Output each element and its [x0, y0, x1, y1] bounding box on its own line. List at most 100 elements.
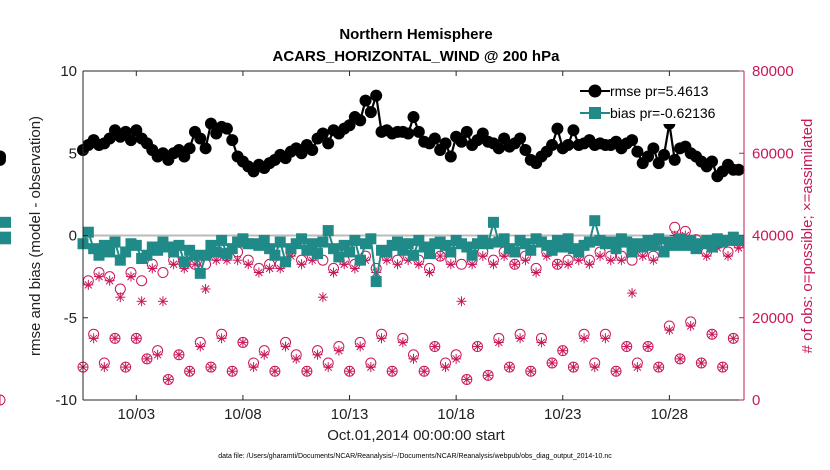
- rmse-point: [551, 122, 564, 135]
- obs-assimilated-stroke: [649, 256, 658, 265]
- bias-point: [322, 225, 334, 237]
- obs-assimilated-stroke: [553, 260, 562, 269]
- right-y-ticks: 0 20000 40000 60000 80000: [739, 63, 794, 409]
- obs-assimilated-marker: [648, 255, 659, 266]
- obs-assimilated-stroke: [255, 268, 263, 277]
- obs-assimilated-marker: [664, 325, 675, 336]
- obs-assimilated-stroke: [729, 334, 738, 343]
- obs-assimilated-stroke: [393, 260, 402, 269]
- rmse-point: [204, 117, 217, 130]
- obs-assimilated-stroke: [329, 268, 338, 277]
- obs-assimilated-stroke: [111, 334, 119, 343]
- obs-assimilated-marker: [536, 337, 547, 348]
- obs-assimilated-marker: [621, 341, 632, 352]
- bias-point: [141, 249, 153, 261]
- obs-assimilated-marker: [728, 333, 739, 344]
- obs-assimilated-stroke: [718, 363, 727, 371]
- obs-assimilated-marker: [685, 320, 696, 331]
- obs-assimilated-stroke: [548, 359, 556, 367]
- obs-assimilated-stroke: [564, 260, 572, 269]
- bias-point: [583, 236, 595, 248]
- obs-assimilated-marker: [168, 259, 179, 270]
- bias-point: [306, 238, 318, 250]
- obs-assimilated-marker: [589, 362, 600, 373]
- x-tick-label: 10/13: [331, 406, 369, 423]
- obs-assimilated-marker: [152, 349, 163, 360]
- bias-point: [269, 249, 281, 261]
- obs-assimilated-marker: [515, 333, 526, 344]
- rmse-point: [199, 142, 212, 155]
- bias-point: [109, 236, 121, 248]
- obs-assimilated-stroke: [260, 350, 269, 359]
- bias-point: [189, 249, 201, 261]
- rmse-point: [626, 134, 639, 147]
- x-tick-label: 10/03: [118, 406, 156, 423]
- obs-assimilated-stroke: [382, 256, 391, 265]
- obs-assimilated-marker: [637, 251, 648, 262]
- rmse-point: [519, 143, 532, 156]
- left-y-axis-label: rmse and bias (model - observation): [27, 116, 44, 356]
- rmse-point: [316, 127, 329, 140]
- obs-assimilated-stroke: [351, 264, 359, 273]
- obs-assimilated-stroke: [217, 334, 226, 343]
- obs-assimilated-stroke: [409, 355, 418, 363]
- bias-point: [408, 249, 419, 261]
- bias-point: [194, 267, 206, 279]
- obs-assimilated-stroke: [457, 297, 466, 306]
- obs-assimilated-stroke: [633, 363, 642, 371]
- obs-assimilated-marker: [243, 259, 254, 270]
- bias-point: [296, 233, 308, 245]
- obs-assimilated-stroke: [100, 363, 109, 371]
- bias-point: [328, 243, 340, 255]
- obs-assimilated-stroke: [95, 272, 103, 281]
- obs-assimilated-stroke: [452, 355, 460, 363]
- obs-assimilated-marker: [696, 357, 707, 368]
- right-y-tick-label: 20000: [752, 310, 794, 327]
- bias-point: [706, 241, 718, 253]
- obs-assimilated-stroke: [175, 350, 183, 359]
- x-tick-label: 10/08: [224, 406, 262, 423]
- obs-assimilated-marker: [611, 366, 622, 377]
- bias-point: [258, 234, 270, 246]
- obs-assimilated-marker: [552, 259, 563, 270]
- rmse-point: [359, 94, 372, 107]
- obs-assimilated-stroke: [313, 350, 322, 359]
- obs-assimilated-marker: [456, 296, 467, 307]
- obs-assimilated-stroke: [297, 260, 306, 269]
- obs-assimilated-stroke: [137, 297, 146, 306]
- rmse-series: [0, 89, 745, 183]
- bias-point: [0, 231, 11, 243]
- obs-assimilated-marker: [216, 333, 227, 344]
- obs-assimilated-stroke: [84, 280, 93, 289]
- obs-assimilated-stroke: [233, 256, 242, 265]
- obs-assimilated-stroke: [398, 338, 407, 347]
- obs-assimilated-marker: [627, 288, 638, 299]
- bias-point: [439, 239, 451, 251]
- obs-assimilated-stroke: [414, 260, 423, 269]
- bias-point: [551, 234, 563, 246]
- obs-assimilated-marker: [600, 333, 611, 344]
- rmse-point: [412, 125, 425, 138]
- bias-point: [482, 238, 494, 250]
- bias-point: [365, 233, 377, 245]
- obs-possible-marker: [157, 267, 169, 279]
- obs-assimilated-stroke: [484, 371, 492, 380]
- obs-assimilated-marker: [184, 366, 195, 377]
- obs-assimilated-stroke: [478, 252, 487, 260]
- obs-assimilated-marker: [429, 341, 440, 352]
- left-y-tick-label: 0: [69, 228, 77, 245]
- obs-assimilated-marker: [675, 353, 686, 364]
- obs-assimilated-marker: [509, 259, 520, 270]
- obs-assimilated-marker: [573, 255, 584, 266]
- obs-assimilated-marker: [125, 271, 136, 282]
- bias-point: [88, 243, 100, 255]
- bias-point: [509, 246, 521, 258]
- obs-assimilated-stroke: [628, 289, 636, 297]
- rmse-point: [668, 153, 681, 166]
- obs-assimilated-marker: [440, 362, 451, 373]
- obs-assimilated-marker: [557, 345, 568, 356]
- bias-point: [637, 241, 649, 253]
- rmse-point: [492, 142, 505, 155]
- obs-assimilated-stroke: [196, 342, 205, 351]
- rmse-point: [658, 148, 671, 161]
